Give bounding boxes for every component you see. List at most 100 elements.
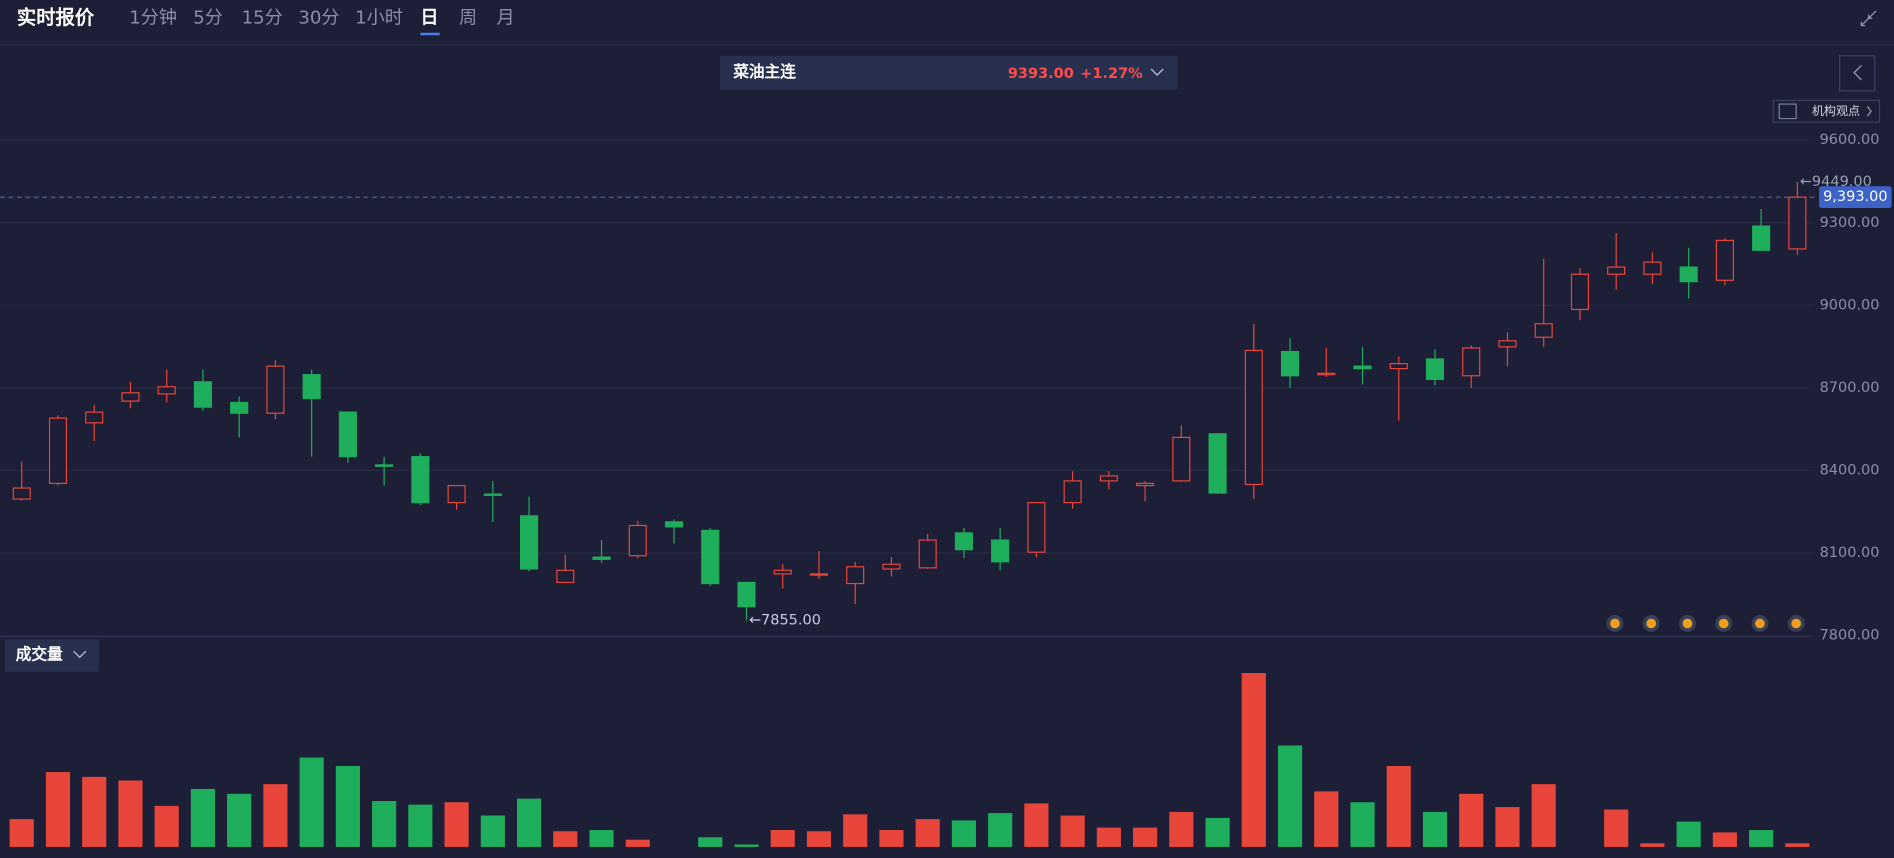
volume-bar <box>734 844 759 847</box>
candle-body <box>48 417 68 484</box>
candle-body <box>1099 475 1118 482</box>
tab[interactable]: 1小时 <box>355 7 403 28</box>
candle-body <box>809 573 829 576</box>
ticker-change: +1.27% <box>1080 66 1143 82</box>
ticker-box[interactable] <box>719 55 1178 90</box>
candle-body <box>1063 480 1082 504</box>
candle-body <box>230 401 249 414</box>
candle-body <box>1498 340 1517 348</box>
low-annotation: ←7855.00 <box>749 612 821 628</box>
candle-body <box>1643 261 1662 275</box>
candle-body <box>1425 358 1445 380</box>
candle-body <box>628 524 647 557</box>
volume-label: 成交量 <box>16 644 63 663</box>
candle-body <box>411 456 430 504</box>
opinion-chevron <box>1866 106 1872 117</box>
candle-body <box>1172 436 1191 482</box>
opinion-button-label: 机构观点 <box>1812 103 1860 118</box>
volume-bar <box>698 837 723 847</box>
candle-body <box>1208 433 1227 494</box>
candle-body <box>954 532 973 551</box>
volume-bar <box>1604 809 1629 847</box>
volume-bar <box>1096 827 1121 847</box>
y-tick-label: 8100.00 <box>1820 545 1880 561</box>
candle-body <box>1462 347 1481 377</box>
volume-bar <box>444 802 469 847</box>
volume-bar <box>1241 672 1266 847</box>
volume-bar <box>1422 811 1448 847</box>
candle-body <box>520 515 539 570</box>
page-title: 实时报价 <box>17 6 95 29</box>
volume-bar <box>118 780 143 847</box>
volume-bar <box>1640 843 1665 847</box>
tab[interactable]: 5分 <box>193 7 223 28</box>
candle-body <box>157 386 176 395</box>
opinion-icon <box>1778 103 1797 120</box>
volume-bar <box>1712 832 1737 847</box>
candle-body <box>85 411 104 424</box>
candle-body <box>483 493 502 496</box>
volume-bar <box>1459 793 1484 847</box>
volume-bar <box>1785 843 1810 847</box>
y-tick-label: 8400.00 <box>1820 462 1880 478</box>
volume-bar <box>480 815 505 847</box>
candle-body <box>1752 225 1771 251</box>
candle-body <box>1353 365 1372 370</box>
y-tick-label: 8700.00 <box>1820 380 1880 396</box>
candle-body <box>1607 266 1626 275</box>
tab[interactable]: 月 <box>496 7 514 28</box>
volume-bar <box>770 830 795 847</box>
ticker-price: 9393.00 <box>1008 66 1074 82</box>
volume-chevron <box>73 650 87 659</box>
volume-bar <box>1133 827 1158 847</box>
volume-bar <box>299 757 324 847</box>
candle-body <box>1570 273 1590 311</box>
volume-bar <box>1060 815 1085 847</box>
candle-body <box>556 569 575 584</box>
volume-bar <box>227 793 252 847</box>
volume-bar <box>1024 803 1049 847</box>
candle-body <box>1317 372 1336 376</box>
volume-bar <box>915 819 940 847</box>
candle-body <box>882 563 901 570</box>
ticker-name: 菜油主连 <box>732 62 796 81</box>
tab[interactable]: 15分 <box>242 7 283 28</box>
star-icons <box>1606 615 1805 632</box>
side-toggle-icon <box>1853 64 1862 81</box>
volume-bar <box>408 804 433 847</box>
tab[interactable]: 1分钟 <box>129 7 177 28</box>
volume-bar <box>516 798 542 847</box>
candle-body <box>338 411 357 458</box>
candle-body <box>1389 363 1408 370</box>
candle-body <box>918 539 937 569</box>
volume-bar <box>9 819 34 847</box>
candle-body <box>773 569 792 575</box>
y-tick-label: 9600.00 <box>1820 132 1880 148</box>
volume-bar <box>1749 830 1774 847</box>
volume-bar <box>1169 811 1194 847</box>
candle-body <box>1788 196 1807 250</box>
opinion-button[interactable] <box>1772 99 1881 123</box>
volume-bar <box>263 784 288 847</box>
candle-body <box>701 529 720 585</box>
candle-body <box>592 556 611 560</box>
volume-bar <box>1386 766 1411 847</box>
tab[interactable]: 周 <box>459 7 477 28</box>
volume-bar <box>1676 821 1701 847</box>
candle-body <box>447 484 466 504</box>
volume-bar <box>951 820 976 847</box>
volume-label-box[interactable] <box>4 639 100 672</box>
candle-body <box>1534 323 1553 338</box>
volume-bar <box>843 814 868 847</box>
volume-bar <box>154 805 179 847</box>
collapse-icon[interactable] <box>1860 10 1877 27</box>
tab[interactable]: 日 <box>420 7 438 28</box>
side-toggle[interactable] <box>1839 55 1876 92</box>
y-tick-label: 7800.00 <box>1820 628 1880 644</box>
tab[interactable]: 30分 <box>298 7 339 28</box>
candle-body <box>1027 502 1046 553</box>
candle-body <box>302 374 321 400</box>
volume-bar <box>190 788 216 847</box>
